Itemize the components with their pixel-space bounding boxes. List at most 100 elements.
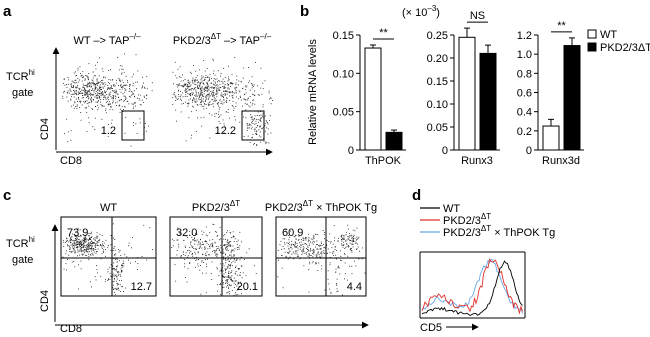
event-dot [108, 94, 110, 96]
event-dot [184, 85, 186, 87]
event-dot [265, 130, 266, 132]
event-dot [70, 139, 72, 141]
event-dot [235, 280, 237, 281]
event-dot [351, 240, 353, 242]
event-dot [86, 84, 88, 86]
event-dot [287, 252, 289, 254]
event-dot [185, 84, 187, 86]
event-dot [218, 111, 220, 113]
event-dot [112, 90, 114, 92]
event-dot [81, 89, 83, 91]
event-dot [198, 96, 200, 98]
event-dot [130, 91, 132, 92]
event-dot [207, 88, 208, 89]
event-dot [108, 279, 109, 280]
event-dot [216, 93, 217, 95]
event-dot [336, 288, 338, 290]
event-dot [225, 247, 227, 248]
event-dot [333, 254, 334, 256]
event-dot [319, 248, 321, 250]
event-dot [222, 103, 224, 105]
event-dot [184, 254, 186, 256]
event-dot [291, 253, 293, 255]
event-dot [298, 239, 300, 240]
event-dot [340, 260, 342, 262]
event-dot [254, 143, 255, 144]
event-dot [219, 249, 220, 251]
event-dot [116, 105, 117, 106]
event-dot [118, 260, 120, 262]
event-dot [74, 244, 76, 246]
event-dot [197, 86, 198, 88]
event-dot [107, 87, 109, 88]
event-dot [330, 242, 331, 244]
event-dot [75, 231, 77, 233]
event-dot [265, 141, 267, 143]
event-dot [248, 80, 250, 82]
event-dot [229, 267, 231, 269]
event-dot [101, 81, 103, 83]
event-dot [183, 85, 184, 87]
event-dot [182, 92, 184, 94]
event-dot [266, 141, 268, 143]
event-dot [65, 250, 67, 252]
event-dot [104, 85, 106, 87]
event-dot [75, 86, 77, 88]
event-dot [233, 236, 235, 238]
event-dot [138, 94, 139, 96]
event-dot [120, 286, 122, 288]
event-dot [107, 88, 109, 89]
event-dot [236, 75, 238, 77]
event-dot [88, 235, 90, 237]
event-dot [211, 243, 213, 245]
event-dot [225, 258, 226, 260]
event-dot [125, 99, 126, 100]
event-dot [88, 256, 90, 258]
event-dot [223, 265, 225, 267]
event-dot [226, 244, 228, 246]
event-dot [208, 85, 210, 87]
event-dot [82, 93, 84, 94]
event-dot [187, 79, 189, 81]
event-dot [181, 103, 183, 105]
event-dot [253, 143, 255, 145]
event-dot [90, 84, 92, 86]
event-dot [100, 104, 102, 105]
event-dot [308, 291, 310, 293]
event-dot [74, 252, 76, 254]
event-dot [225, 111, 227, 113]
event-dot [109, 278, 111, 280]
event-dot [357, 237, 359, 239]
event-dot [242, 272, 244, 274]
legend-label: WT [443, 203, 460, 215]
event-dot [94, 239, 96, 241]
event-dot [97, 97, 98, 99]
event-dot [214, 252, 216, 254]
event-dot [128, 245, 130, 247]
event-dot [96, 79, 98, 81]
event-dot [239, 274, 241, 276]
event-dot [216, 88, 218, 90]
event-dot [188, 250, 190, 251]
event-dot [201, 99, 203, 101]
event-dot [344, 248, 346, 249]
event-dot [251, 137, 253, 139]
event-dot [219, 84, 221, 85]
event-dot [251, 116, 253, 118]
event-dot [201, 260, 203, 261]
event-dot [123, 265, 125, 267]
event-dot [78, 264, 79, 266]
event-dot [66, 96, 68, 98]
event-dot [92, 94, 94, 96]
event-dot [66, 118, 68, 120]
event-dot [335, 254, 337, 256]
event-dot [114, 254, 116, 255]
event-dot [172, 104, 174, 105]
event-dot [300, 244, 302, 246]
event-dot [87, 249, 89, 251]
event-dot [146, 94, 148, 96]
event-dot [82, 250, 84, 252]
event-dot [285, 256, 287, 258]
event-dot [84, 236, 86, 238]
event-dot [71, 236, 73, 237]
